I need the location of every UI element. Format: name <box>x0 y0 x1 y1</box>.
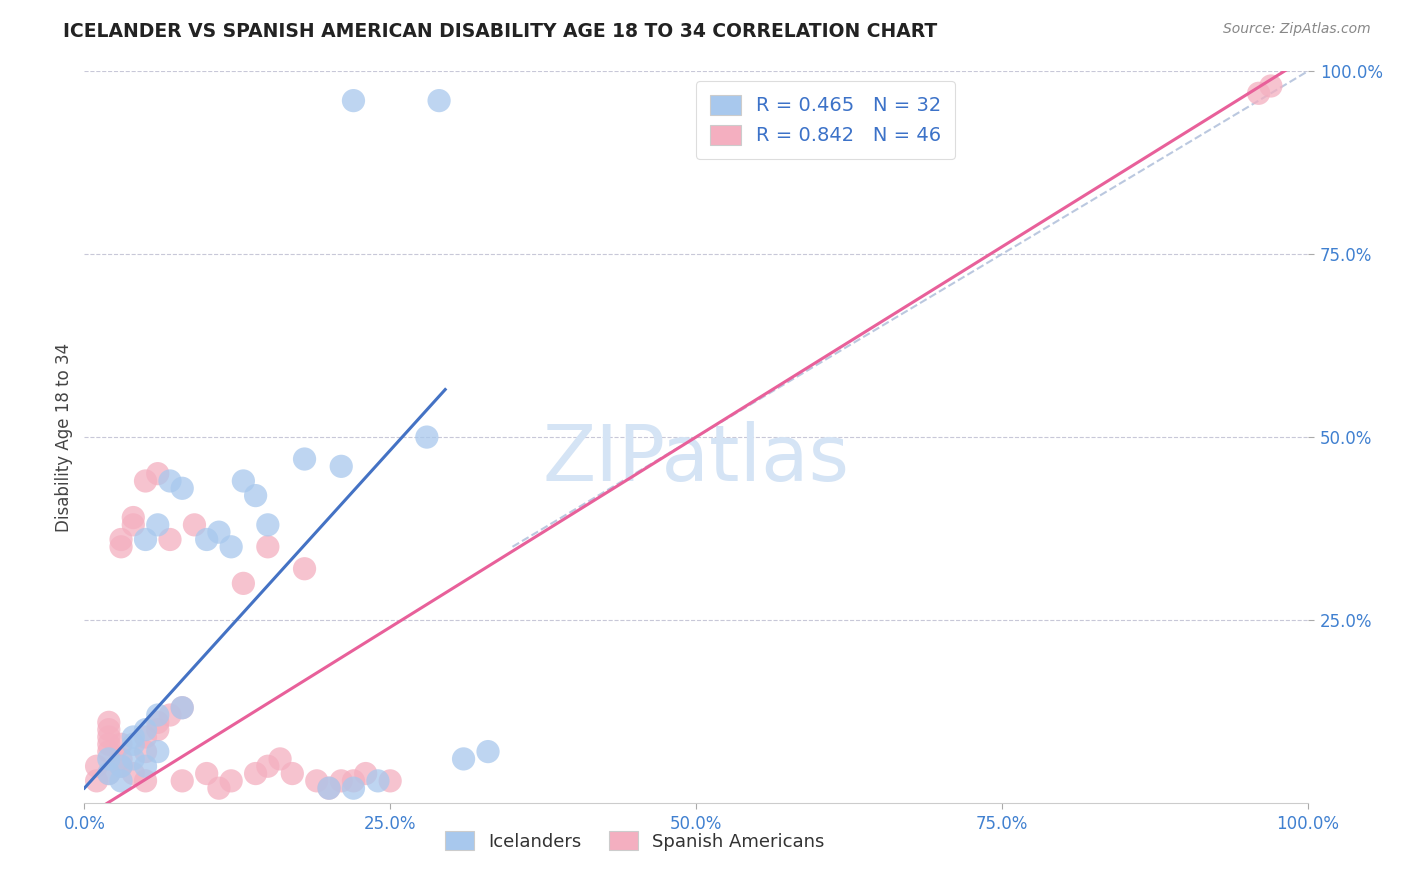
Point <box>245 766 267 780</box>
Point <box>208 781 231 796</box>
Point <box>232 474 254 488</box>
Point <box>294 562 316 576</box>
Point <box>305 773 328 788</box>
Point <box>97 730 120 744</box>
Point <box>110 759 132 773</box>
Point <box>122 737 145 751</box>
Point <box>110 759 132 773</box>
Point <box>135 745 157 759</box>
Point <box>477 745 499 759</box>
Point <box>1260 78 1282 93</box>
Point <box>208 525 231 540</box>
Y-axis label: Disability Age 18 to 34: Disability Age 18 to 34 <box>55 343 73 532</box>
Point <box>219 540 242 554</box>
Point <box>146 467 169 481</box>
Point <box>146 745 169 759</box>
Point <box>354 766 377 780</box>
Point <box>342 781 364 796</box>
Point <box>86 759 108 773</box>
Point <box>135 533 157 547</box>
Point <box>110 773 132 788</box>
Point <box>172 773 194 788</box>
Point <box>330 459 353 474</box>
Point <box>97 766 120 780</box>
Point <box>232 576 254 591</box>
Point <box>416 430 439 444</box>
Legend: Icelanders, Spanish Americans: Icelanders, Spanish Americans <box>436 822 834 860</box>
Point <box>135 730 157 744</box>
Point <box>146 517 169 532</box>
Point <box>318 781 340 796</box>
Point <box>427 94 450 108</box>
Text: ZIPatlas: ZIPatlas <box>543 421 849 497</box>
Point <box>1247 87 1270 101</box>
Text: Source: ZipAtlas.com: Source: ZipAtlas.com <box>1223 22 1371 37</box>
Point <box>97 752 120 766</box>
Point <box>453 752 475 766</box>
Point <box>122 752 145 766</box>
Point <box>269 752 291 766</box>
Point <box>110 737 132 751</box>
Point <box>219 773 242 788</box>
Point <box>159 533 181 547</box>
Point <box>97 723 120 737</box>
Point <box>97 766 120 780</box>
Point <box>135 723 157 737</box>
Point <box>172 700 194 714</box>
Point <box>183 517 205 532</box>
Point <box>146 708 169 723</box>
Point <box>122 766 145 780</box>
Point <box>380 773 402 788</box>
Point <box>172 700 194 714</box>
Point <box>159 474 181 488</box>
Point <box>342 94 364 108</box>
Point <box>330 773 353 788</box>
Point <box>146 723 169 737</box>
Point <box>97 715 120 730</box>
Point <box>97 737 120 751</box>
Point <box>172 481 194 495</box>
Point <box>367 773 389 788</box>
Point <box>257 517 280 532</box>
Point <box>245 489 267 503</box>
Point <box>110 533 132 547</box>
Point <box>195 533 218 547</box>
Point <box>97 745 120 759</box>
Point <box>281 766 304 780</box>
Point <box>159 708 181 723</box>
Point <box>294 452 316 467</box>
Point <box>342 773 364 788</box>
Point <box>122 517 145 532</box>
Point <box>110 540 132 554</box>
Point <box>135 759 157 773</box>
Point <box>146 715 169 730</box>
Point <box>122 510 145 524</box>
Point <box>195 766 218 780</box>
Point <box>122 730 145 744</box>
Point <box>110 752 132 766</box>
Point <box>135 773 157 788</box>
Text: ICELANDER VS SPANISH AMERICAN DISABILITY AGE 18 TO 34 CORRELATION CHART: ICELANDER VS SPANISH AMERICAN DISABILITY… <box>63 22 938 41</box>
Point <box>86 773 108 788</box>
Point <box>318 781 340 796</box>
Point <box>257 759 280 773</box>
Point <box>135 474 157 488</box>
Point <box>257 540 280 554</box>
